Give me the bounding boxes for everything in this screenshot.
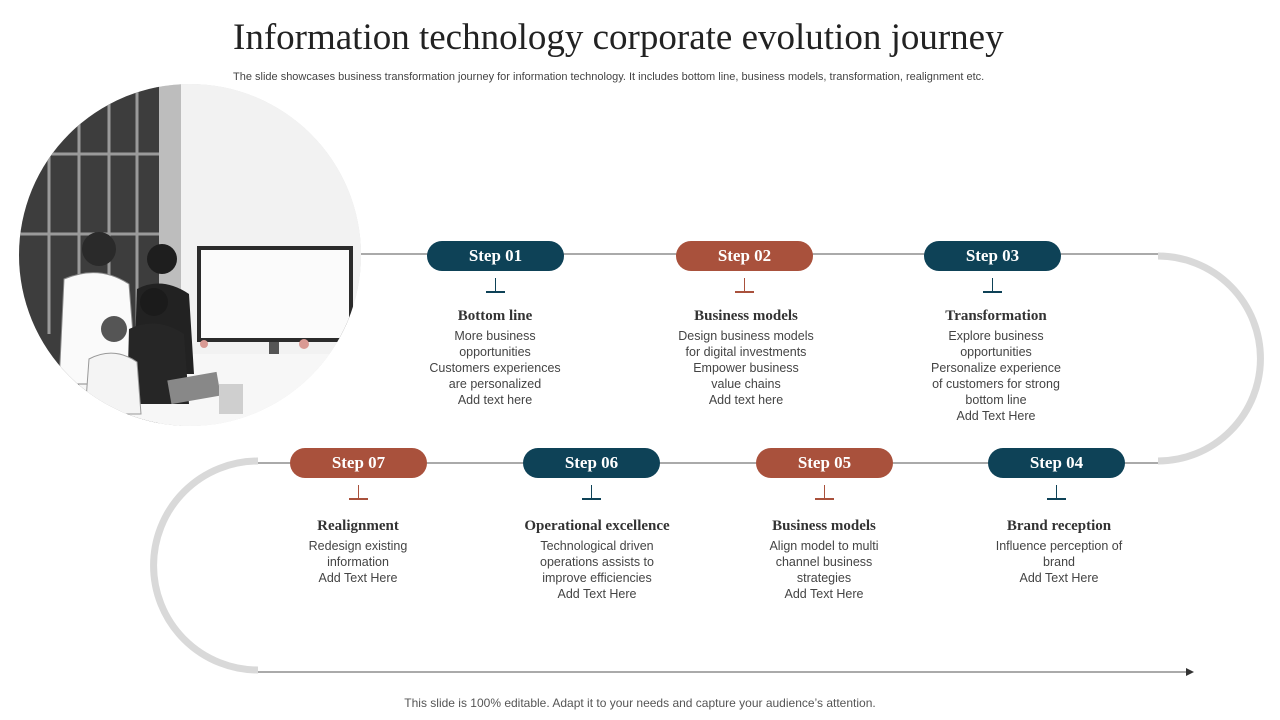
step-06-pill: Step 06 — [523, 448, 660, 478]
step-01-line: Customers experiences — [429, 361, 561, 375]
step-04-line: Add Text Here — [1019, 571, 1099, 585]
step-06-heading: Operational excellence — [524, 518, 670, 534]
step-06-line: improve efficiencies — [542, 571, 652, 585]
step-05-pill: Step 05 — [756, 448, 893, 478]
step-07-line: Add Text Here — [318, 571, 398, 585]
step-03-marker — [983, 278, 1002, 293]
step-01-line: More business — [454, 329, 536, 343]
page-subtitle: The slide showcases business transformat… — [233, 71, 985, 83]
step-06-line: Add Text Here — [557, 587, 637, 601]
step-03-heading: Transformation — [945, 308, 1047, 324]
step-04-heading: Brand reception — [1006, 518, 1112, 534]
step-02-line: for digital investments — [685, 345, 807, 359]
left-curve — [150, 457, 259, 674]
step-07-text: Realignment Redesign existing informatio… — [268, 518, 448, 586]
step-06-text: Operational excellence Technological dri… — [507, 518, 687, 602]
step-07-line: information — [327, 555, 389, 569]
step-02-line: Design business models — [678, 329, 814, 343]
step-05-line: Add Text Here — [784, 587, 864, 601]
step-02-line: Add text here — [708, 393, 784, 407]
step-02-pill: Step 02 — [676, 241, 813, 271]
step-05-line: strategies — [796, 571, 852, 585]
step-03-text: Transformation Explore business opportun… — [906, 308, 1086, 424]
step-05-marker — [815, 485, 834, 500]
step-01-line: Add text here — [457, 393, 533, 407]
step-05-heading: Business models — [772, 518, 876, 534]
step-01-line: opportunities — [459, 345, 531, 359]
step-06-line: Technological driven — [540, 539, 654, 553]
step-04-line: Influence perception of — [995, 539, 1123, 553]
step-02-marker — [735, 278, 754, 293]
step-01-line: are personalized — [448, 377, 542, 391]
step-07-pill: Step 07 — [290, 448, 427, 478]
office-team-photo-icon — [19, 84, 361, 426]
step-03-line: Explore business — [948, 329, 1044, 343]
step-06-line: operations assists to — [540, 555, 654, 569]
step-06-marker — [582, 485, 601, 500]
step-01-heading: Bottom line — [457, 308, 533, 324]
step-04-text: Brand reception Influence perception of … — [969, 518, 1149, 586]
step-07-marker — [349, 485, 368, 500]
step-04-marker — [1047, 485, 1066, 500]
step-03-pill: Step 03 — [924, 241, 1061, 271]
step-02-text: Business models Design business models f… — [656, 308, 836, 408]
step-03-line: Personalize experience — [931, 361, 1061, 375]
step-07-heading: Realignment — [317, 518, 399, 534]
step-02-heading: Business models — [694, 308, 798, 324]
step-03-line: bottom line — [965, 393, 1027, 407]
step-05-text: Business models Align model to multi cha… — [734, 518, 914, 602]
step-03-line: opportunities — [960, 345, 1032, 359]
arrow-head-icon — [1186, 668, 1194, 676]
step-02-line: value chains — [711, 377, 781, 391]
footer-note: This slide is 100% editable. Adapt it to… — [404, 696, 876, 710]
step-01-text: Bottom line More business opportunities … — [405, 308, 585, 408]
step-04-line: brand — [1043, 555, 1075, 569]
step-01-marker — [486, 278, 505, 293]
step-04-pill: Step 04 — [988, 448, 1125, 478]
step-02-line: Empower business — [693, 361, 799, 375]
step-05-line: Align model to multi — [769, 539, 879, 553]
step-01-pill: Step 01 — [427, 241, 564, 271]
step-07-line: Redesign existing — [308, 539, 408, 553]
right-curve — [1157, 252, 1264, 465]
team-photo — [19, 84, 361, 426]
step-05-line: channel business — [775, 555, 873, 569]
step-03-line: of customers for strong — [932, 377, 1060, 391]
page-title: Information technology corporate evoluti… — [233, 17, 1004, 58]
step-03-line: Add Text Here — [956, 409, 1036, 423]
